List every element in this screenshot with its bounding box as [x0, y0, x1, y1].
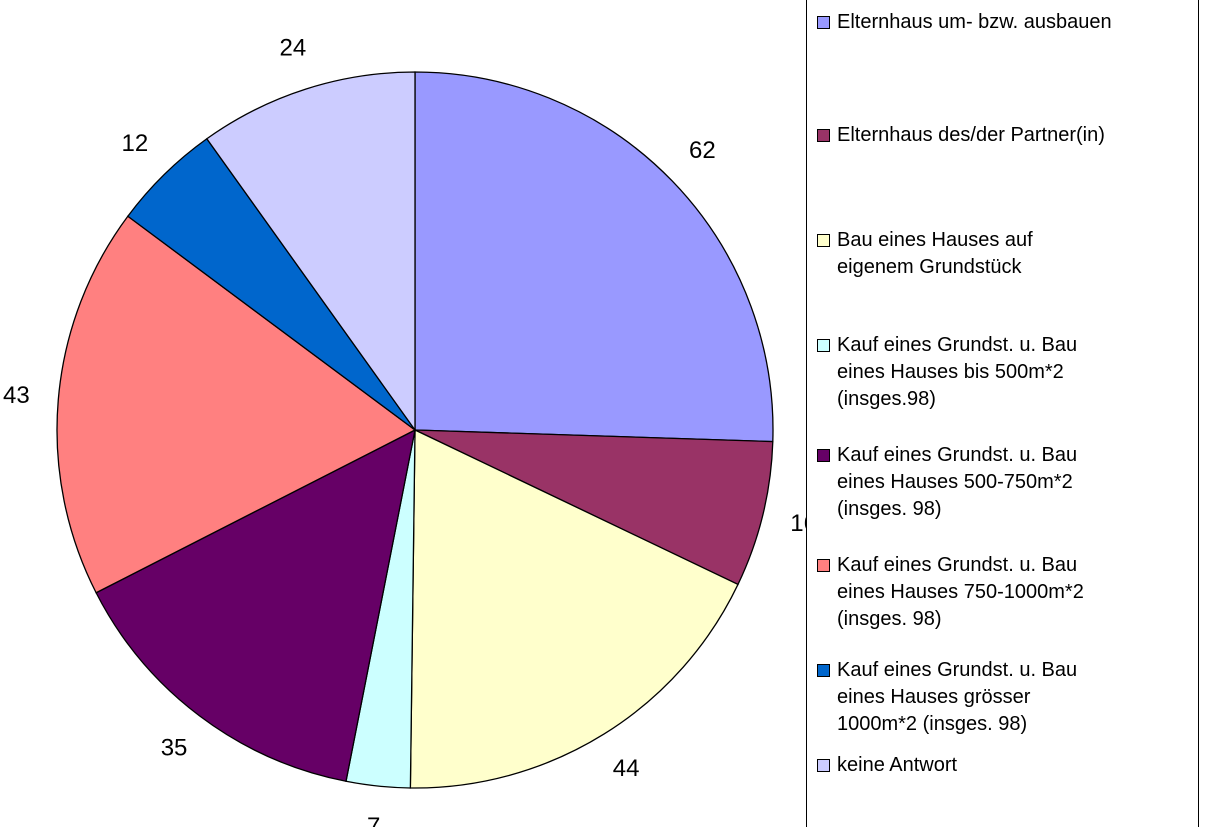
data-label: 62: [689, 137, 716, 164]
legend-swatch: [817, 449, 830, 462]
data-label: 35: [161, 735, 188, 762]
legend-swatch: [817, 759, 830, 772]
legend-label: Elternhaus des/der Partner(in): [837, 124, 1105, 146]
legend-label: Kauf eines Grundst. u. Bau eines Hauses …: [837, 334, 1078, 410]
legend: Elternhaus um- bzw. ausbauen Elternhaus d…: [806, 0, 1199, 827]
legend-swatch: [817, 16, 830, 29]
data-label: 43: [3, 382, 30, 409]
chart: 62 16 44 7 35 43 12 24: [3, 34, 817, 827]
legend-label: Kauf eines Grundst. u. Bau eines Hauses …: [837, 659, 1078, 735]
pie-slice: [414, 71, 774, 443]
legend-label: Elternhaus um- bzw. ausbauen: [837, 11, 1112, 33]
data-label: 16: [790, 510, 806, 537]
data-label: 24: [280, 34, 307, 61]
legend-label: Kauf eines Grundst. u. Bau eines Hauses …: [837, 444, 1078, 520]
pie-slice: [205, 71, 416, 433]
pie-slice: [95, 428, 416, 783]
legend-label: Kauf eines Grundst. u. Bau eines Hauses …: [837, 554, 1084, 630]
pie-slice: [56, 215, 417, 594]
legend-swatch: [817, 234, 830, 247]
legend-swatch: [817, 129, 830, 142]
legend-label: keine Antwort: [837, 754, 958, 776]
legend-label: Bau eines Hauses auf eigenem Grundstück: [837, 229, 1033, 278]
legend-swatch: [817, 664, 830, 677]
data-label: 7: [367, 813, 380, 827]
pie-slice: [414, 429, 774, 586]
legend-swatch: [817, 559, 830, 572]
data-label: 44: [613, 755, 640, 782]
legend-swatch: [817, 339, 830, 352]
pie-slice: [409, 428, 739, 789]
data-label: 12: [122, 130, 149, 157]
